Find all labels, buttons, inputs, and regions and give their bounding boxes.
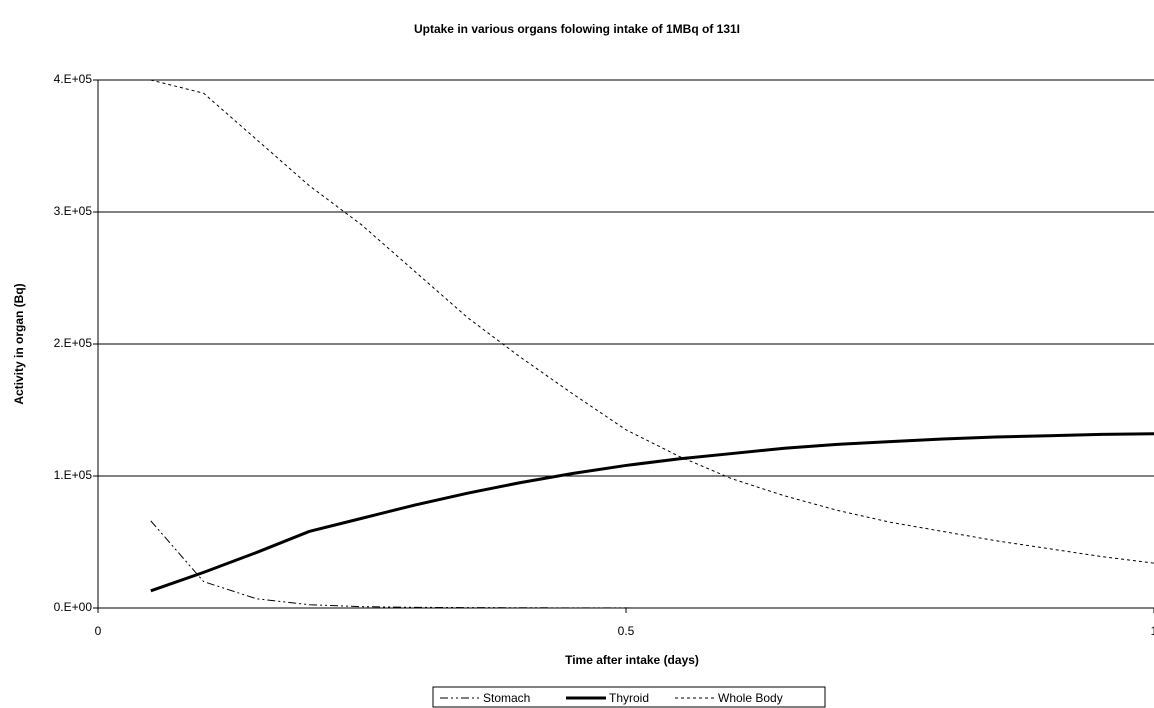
y-tick-label: 4.E+05 (54, 72, 93, 86)
legend-label: Stomach (483, 691, 530, 705)
y-tick-label: 0.E+00 (54, 600, 93, 614)
x-axis-label: Time after intake (days) (565, 653, 699, 667)
legend-label: Thyroid (609, 691, 649, 705)
y-tick-label: 3.E+05 (54, 204, 93, 218)
x-tick-label: 0 (95, 624, 102, 638)
y-axis-label: Activity in organ (Bq) (12, 283, 26, 404)
chart-title: Uptake in various organs folowing intake… (414, 22, 740, 36)
y-tick-label: 2.E+05 (54, 336, 93, 350)
x-tick-label: 1 (1151, 624, 1154, 638)
series-line (150, 432, 1154, 593)
series-line (150, 520, 1154, 609)
series-line (150, 79, 1154, 564)
x-tick-label: 0.5 (618, 624, 635, 638)
legend-box (432, 686, 826, 708)
y-tick-label: 1.E+05 (54, 468, 93, 482)
legend-label: Whole Body (718, 691, 783, 705)
